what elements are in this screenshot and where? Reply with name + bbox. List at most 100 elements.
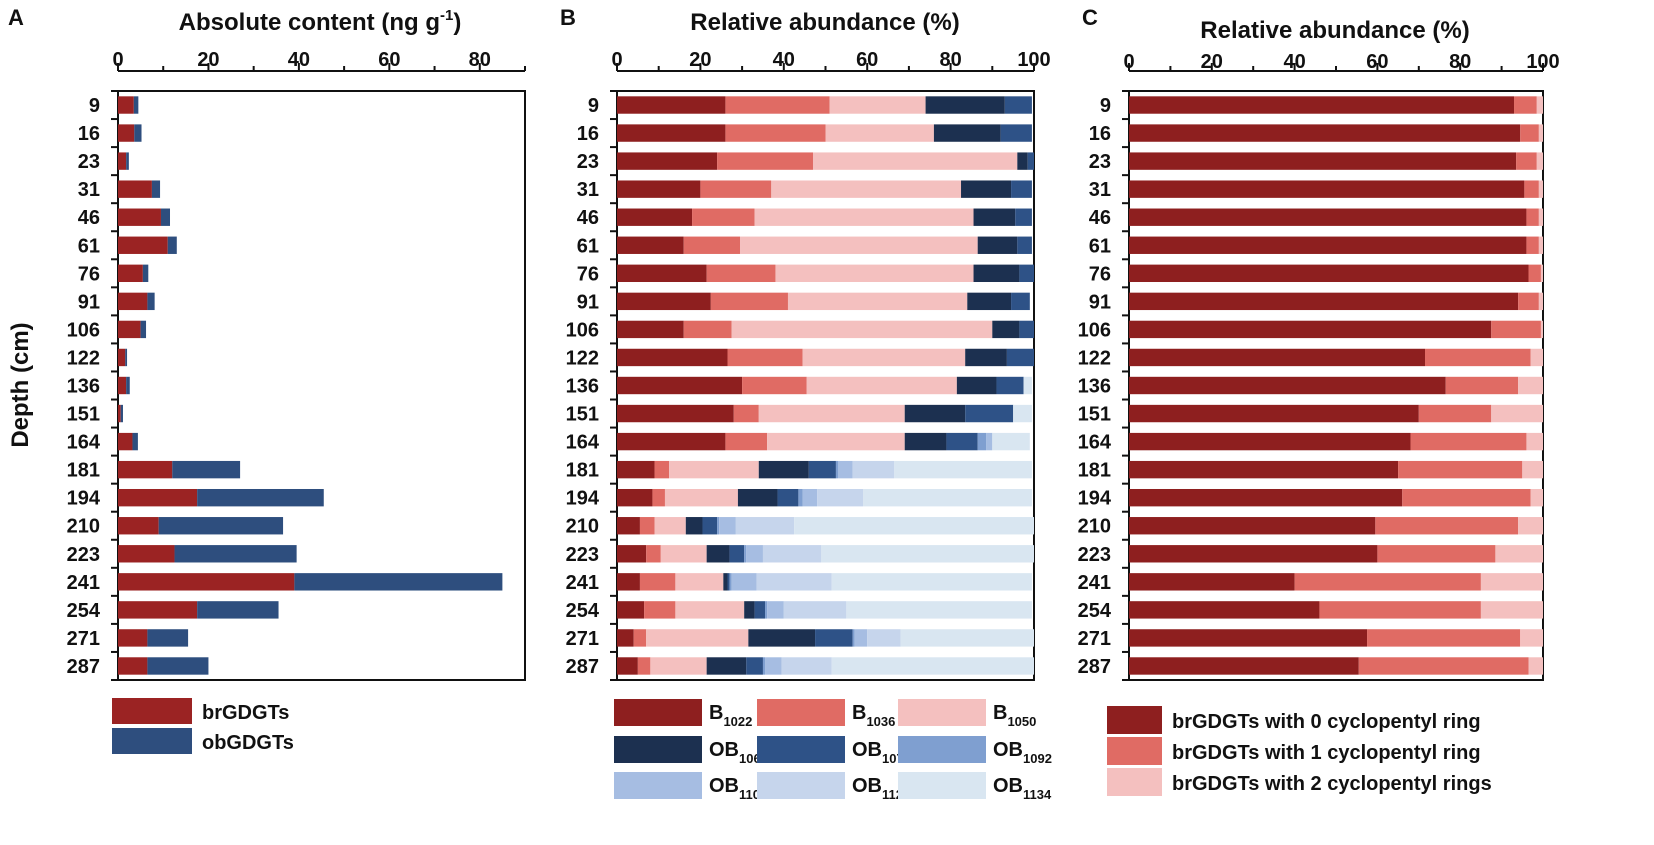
x-tick-label: 20 (1201, 51, 1223, 73)
x-tick-label: 80 (1449, 51, 1471, 73)
panel-b-chart: 0 20 40 60 80 100 9 16 23 31 46 61 76 91 106 122 136 151 1… (566, 49, 1051, 681)
depth-label: 76 (577, 263, 599, 285)
bar-segment (118, 601, 198, 619)
bar-segment (710, 292, 788, 311)
bar-segment (617, 488, 653, 507)
bar-segment (654, 460, 670, 479)
bar-segment (118, 517, 159, 535)
bar-segment (132, 432, 138, 451)
bar-segment (765, 657, 782, 675)
bar-segment (1129, 348, 1426, 367)
bar-segment (1129, 264, 1529, 283)
bar-segment (744, 601, 755, 619)
depth-label: 181 (1078, 460, 1111, 482)
bar-segment (727, 348, 803, 367)
bar-segment (617, 264, 707, 283)
bar-segment (1129, 152, 1517, 170)
depth-label: 271 (566, 628, 599, 650)
legend-swatch (112, 698, 192, 724)
bar-segment (706, 264, 776, 283)
bar-segment (1129, 404, 1419, 423)
bar-segment (719, 517, 736, 535)
legend-swatch (757, 699, 845, 726)
bar-segment (126, 152, 129, 170)
bar-segment (1129, 460, 1399, 479)
depth-label: 241 (1078, 572, 1111, 594)
bar-segment (723, 573, 728, 591)
bar-segment (846, 601, 1032, 619)
legend-label: OB1134 (993, 775, 1052, 802)
bar-segment (1526, 432, 1543, 451)
bar-segment (758, 460, 809, 479)
bar-segment (904, 404, 966, 423)
depth-label: 46 (78, 207, 100, 229)
bar-segment (1129, 124, 1521, 142)
bar-segment (118, 460, 173, 479)
bar-segment (725, 124, 826, 142)
bar-segment (639, 517, 655, 535)
bar-segment (1019, 264, 1034, 283)
bar-segment (1445, 376, 1519, 395)
bar-segment (1530, 348, 1543, 367)
bar-segment (702, 517, 718, 535)
bar-segment (1522, 460, 1543, 479)
bar-segment (1520, 124, 1539, 142)
bar-segment (617, 292, 711, 311)
bar-segment (125, 348, 128, 367)
bar-segment (646, 629, 749, 647)
x-tick-label: 60 (378, 49, 400, 71)
bar-segment (798, 488, 803, 507)
depth-label: 181 (566, 460, 599, 482)
bar-segment (1023, 376, 1032, 395)
bar-segment (1358, 657, 1529, 675)
bar-segment (1129, 208, 1527, 226)
depth-label: 164 (67, 432, 101, 454)
panel-b-title: Relative abundance (%) (690, 9, 959, 36)
bar-segment (1367, 629, 1521, 647)
bar-segment (1538, 292, 1543, 311)
bar-segment (767, 432, 905, 451)
bar-segment (660, 545, 707, 563)
bar-segment (1011, 292, 1030, 311)
legend-label: B1036 (852, 702, 895, 729)
bar-segment (1402, 488, 1531, 507)
bar-segment (118, 376, 127, 395)
bar-segment (737, 488, 778, 507)
bar-segment (717, 152, 813, 170)
depth-label: 151 (67, 404, 100, 426)
bar-segment (118, 180, 152, 198)
depth-label: 106 (566, 319, 599, 341)
bar-segment (729, 573, 732, 591)
legend-swatch (757, 736, 845, 763)
bar-segment (118, 264, 143, 283)
panel-letter-b: B (560, 5, 576, 30)
bar-segment (700, 180, 772, 198)
bar-segment (617, 180, 701, 198)
x-tick-label: 40 (773, 49, 795, 71)
depth-label: 136 (566, 376, 599, 398)
bar-segment (1518, 376, 1543, 395)
legend-label: brGDGTs with 0 cyclopentyl ring (1172, 711, 1481, 733)
bar-segment (1027, 152, 1034, 170)
bar-segment (617, 573, 640, 591)
depth-label: 46 (1089, 207, 1111, 229)
bar-segment (748, 629, 816, 647)
bar-segment (1540, 264, 1543, 283)
depth-label: 9 (588, 95, 599, 117)
bar-segment (835, 460, 839, 479)
x-tick-label: 0 (112, 49, 123, 71)
bar-segment (118, 348, 126, 367)
bar-segment (802, 488, 818, 507)
bar-segment (1011, 180, 1032, 198)
bar-segment (933, 124, 1001, 142)
bar-segment (717, 517, 720, 535)
bar-segment (617, 152, 718, 170)
bar-segment (1129, 657, 1359, 675)
bar-segment (867, 629, 901, 647)
legend-label: obGDGTs (202, 732, 294, 754)
bar-segment (617, 348, 728, 367)
x-tick-label: 80 (469, 49, 491, 71)
depth-label: 194 (566, 488, 600, 510)
bar-segment (777, 488, 799, 507)
x-tick-label: 20 (197, 49, 219, 71)
